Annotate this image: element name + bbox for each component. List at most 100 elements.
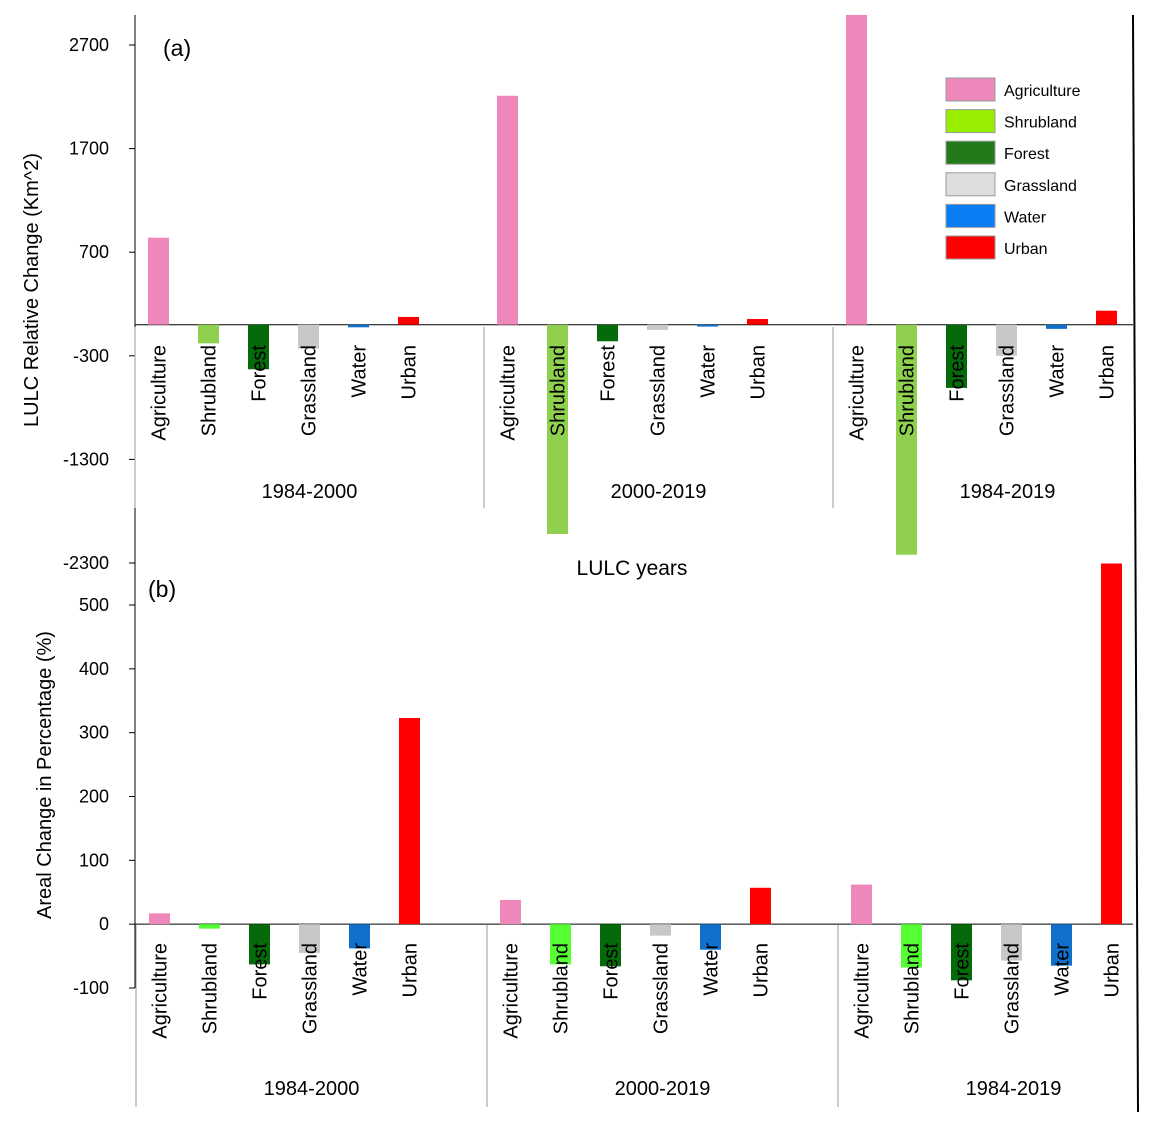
panel-b: (b) Areal Change in Percentage (%) 500 40…	[34, 560, 1133, 1107]
panel-b-bar-1984-2019-grassland	[1001, 924, 1022, 961]
panel-b-bar-2000-2019-water	[700, 924, 721, 950]
panel-a-bar-2000-2019-agriculture	[497, 95, 518, 325]
panel-b-bars	[149, 563, 1122, 981]
panel-b-bar-1984-2000-urban	[399, 717, 420, 925]
panel-a-y-tick-label: 2700	[69, 35, 109, 55]
panel-b-category-label: Water	[350, 943, 372, 996]
panel-a-category-label: Water	[349, 345, 371, 398]
panel-b-bar-1984-2000-shrubland	[199, 924, 220, 929]
panel-a-category-label: Grassland	[648, 345, 670, 436]
panel-b-y-tick-label: 200	[79, 787, 109, 807]
panel-a-bar-1984-2000-agriculture	[148, 237, 169, 325]
figure-right-border	[1132, 14, 1139, 1113]
panel-b-category-label: Agriculture	[501, 943, 523, 1039]
panel-a-y-tick-label: -1300	[63, 449, 109, 469]
panel-a-y-tick-label: 700	[79, 242, 109, 262]
panel-b-category-label: Water	[701, 943, 723, 996]
panel-b-group-label: 2000-2019	[615, 1078, 711, 1100]
legend-label-grassland: Grassland	[1004, 178, 1077, 195]
panel-a-category-label: Forest	[598, 345, 620, 402]
panel-a-bar-1984-2000-water	[348, 324, 369, 328]
panel-b-bar-2000-2019-urban	[750, 887, 771, 925]
panel-a-category-label: Shrubland	[199, 345, 221, 436]
panel-b-category-label: Urban	[1102, 943, 1124, 997]
panel-b-group-label: 1984-2019	[966, 1078, 1062, 1100]
legend-label-forest: Forest	[1004, 146, 1050, 163]
panel-a-bar-2000-2019-shrubland	[547, 324, 568, 534]
panel-b-category-label: Forest	[601, 943, 623, 1000]
panel-b-category-label: Agriculture	[150, 943, 172, 1039]
panel-b-bar-1984-2019-agriculture	[851, 884, 872, 925]
panel-a-bar-1984-2000-forest	[248, 324, 269, 370]
panel-b-bar-1984-2000-forest	[249, 924, 270, 965]
panel-b-y-tick-label: 0	[99, 914, 109, 934]
panel-a-category-label: Water	[698, 345, 720, 398]
panel-b-category-label: Grassland	[651, 943, 673, 1034]
panel-a-y-axis-title: LULC Relative Change (Km^2)	[21, 153, 43, 427]
panel-a-label: (a)	[163, 35, 191, 61]
panel-a-x-axis-title: LULC years	[577, 557, 688, 580]
panel-b-y-tick-label: 400	[79, 659, 109, 679]
panel-a-category-label: Urban	[1097, 345, 1119, 399]
panel-b-category-label: Shrubland	[902, 943, 924, 1034]
panel-a-category-label: Grassland	[299, 345, 321, 436]
panel-b-bar-1984-2019-water	[1051, 924, 1072, 966]
legend-swatch-water	[945, 203, 996, 228]
panel-b-category-label: Forest	[250, 943, 272, 1000]
panel-a-category-label: Shrubland	[897, 345, 919, 436]
panel-a-bar-1984-2019-shrubland	[896, 324, 917, 555]
panel-a-bar-1984-2019-forest	[946, 324, 967, 388]
panel-b-category-label: Shrubland	[551, 943, 573, 1034]
panel-a-bar-1984-2000-shrubland	[198, 324, 219, 344]
panel-a-category-label: Urban	[399, 345, 421, 399]
panel-b-bar-1984-2000-grassland	[299, 924, 320, 953]
panel-b-bar-1984-2019-urban	[1101, 563, 1122, 925]
panel-a-category-label: Forest	[249, 345, 271, 402]
panel-a-bars	[148, 14, 1117, 555]
panel-b-bar-1984-2000-agriculture	[149, 913, 170, 925]
panel-b-bar-2000-2019-shrubland	[550, 924, 571, 965]
panel-b-bar-1984-2019-forest	[951, 924, 972, 981]
panel-a-category-label: Forest	[947, 345, 969, 402]
panel-a-group-label: 1984-2019	[960, 481, 1056, 503]
panel-a-category-label: Water	[1047, 345, 1069, 398]
legend-swatch-grassland	[945, 172, 996, 197]
panel-a-bar-2000-2019-grassland	[647, 324, 668, 330]
panel-b-bar-1984-2000-water	[349, 924, 370, 949]
panel-b-bar-1984-2019-shrubland	[901, 924, 922, 968]
panel-b-category-label: Forest	[952, 943, 974, 1000]
legend-swatch-forest	[945, 140, 996, 165]
panel-a-category-label: Agriculture	[498, 345, 520, 441]
legend: Agriculture Shrubland Forest Grassland Water…	[945, 77, 1081, 260]
panel-b-group-label: 1984-2000	[264, 1078, 360, 1100]
panel-b-category-label: Agriculture	[852, 943, 874, 1039]
panel-b-category-label: Shrubland	[200, 943, 222, 1034]
panel-b-bar-2000-2019-forest	[600, 924, 621, 967]
panel-b-category-label: Urban	[751, 943, 773, 997]
legend-swatch-urban	[945, 235, 996, 260]
panel-a-bar-1984-2019-urban	[1096, 310, 1117, 325]
panel-a-labels: 2700 1700 700 -300 -1300 -2300 Agriculture Shru…	[63, 35, 1119, 573]
panel-a-y-tick-label: -300	[73, 346, 109, 366]
panel-b-category-label: Grassland	[300, 943, 322, 1034]
panel-b-category-label: Urban	[400, 943, 422, 997]
panel-a: (a) LULC Relative Change (Km^2) LULC yea…	[21, 14, 1133, 580]
panel-a-bar-1984-2000-grassland	[298, 324, 319, 349]
panel-b-category-label: Grassland	[1002, 943, 1024, 1034]
legend-label-water: Water	[1004, 209, 1047, 226]
panel-a-bar-1984-2000-urban	[398, 316, 419, 325]
panel-a-bar-2000-2019-water	[697, 324, 718, 327]
panel-a-category-label: Shrubland	[548, 345, 570, 436]
panel-a-category-label: Grassland	[997, 345, 1019, 436]
panel-a-y-tick-label: 1700	[69, 139, 109, 159]
legend-swatch-agriculture	[945, 77, 996, 102]
panel-a-bar-2000-2019-forest	[597, 324, 618, 342]
panel-b-bar-2000-2019-grassland	[650, 924, 671, 936]
panel-b-labels: 500 400 300 200 100 0 -100 Agriculture Shrubland…	[73, 595, 1124, 1100]
panel-b-y-axis-title: Areal Change in Percentage (%)	[34, 631, 56, 919]
legend-swatch-shrubland	[945, 109, 996, 134]
panel-a-group-label: 2000-2019	[611, 481, 707, 503]
panel-a-bar-2000-2019-urban	[747, 319, 768, 325]
panel-a-y-tick-label: -2300	[63, 553, 109, 573]
legend-label-urban: Urban	[1004, 241, 1048, 258]
